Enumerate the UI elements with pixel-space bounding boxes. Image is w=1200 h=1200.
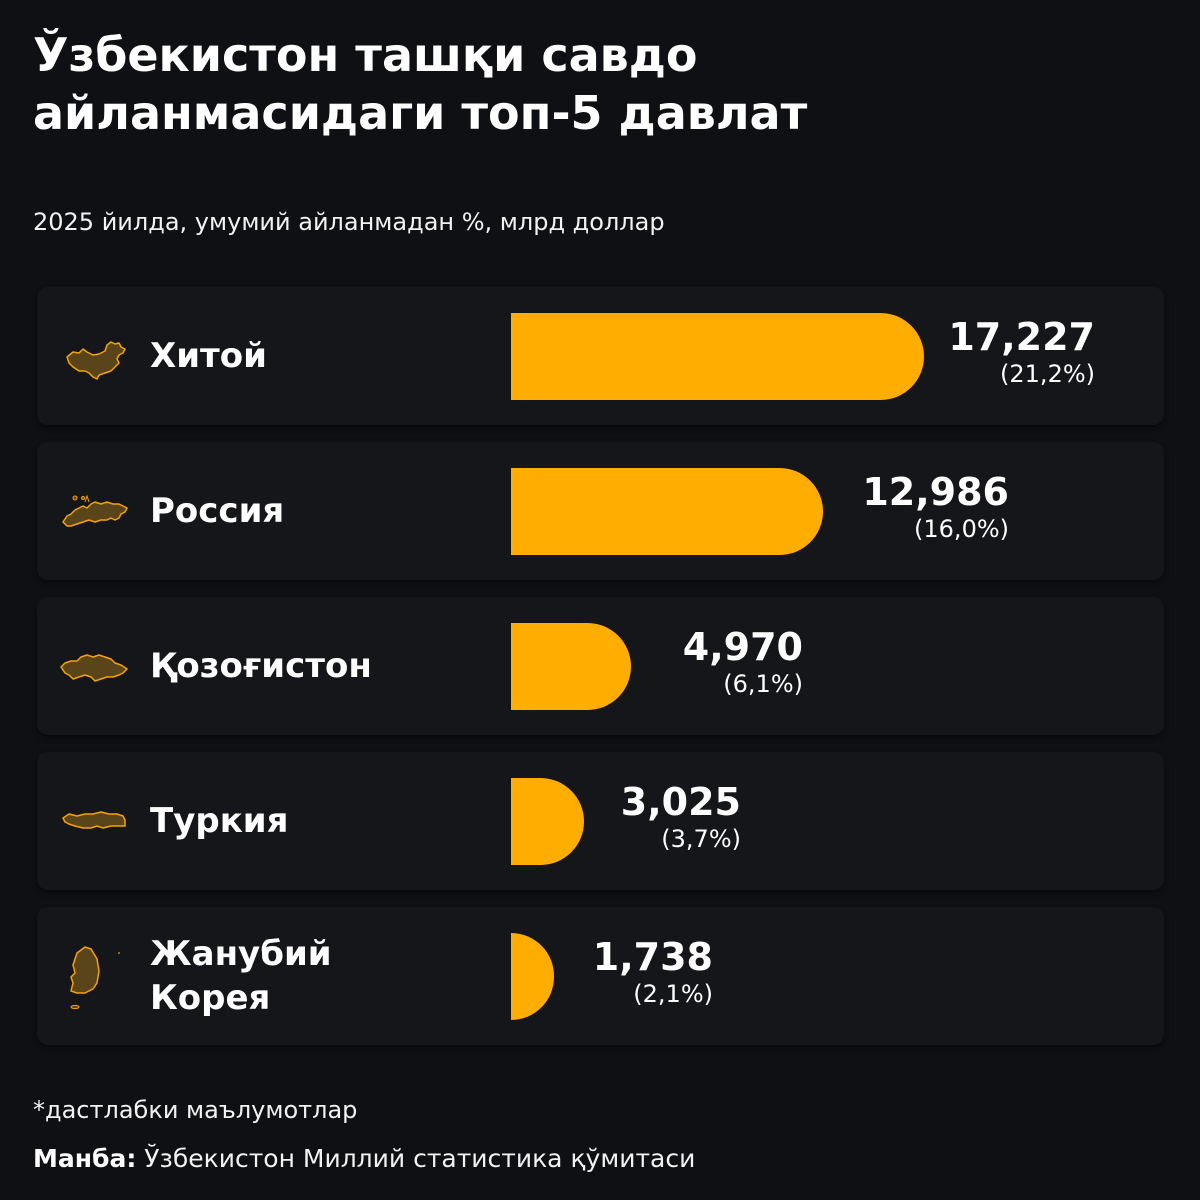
value-label-south-korea: 1,738 (2,1%) [577,935,713,1009]
kazakhstan-map-icon [57,635,133,697]
country-label-line-2: Корея [150,978,271,1018]
country-label: Хитой [150,336,267,376]
page-title: Ўзбекистон ташқи савдо айланмасидаги топ… [33,26,1033,142]
country-label: Қозоғистон [150,646,372,686]
russia-map-icon [57,480,133,542]
source-label: Манба: [33,1144,137,1173]
value-percent: (2,1%) [633,980,713,1008]
chart-row-china: Хитой 17,227 (21,2%) [37,287,1164,425]
bar-russia [511,468,823,555]
chart-row-south-korea: Жанубий Корея 1,738 (2,1%) [37,907,1164,1045]
value-label-kazakhstan: 4,970 (6,1%) [637,625,803,699]
turkey-map-icon [57,790,133,852]
value-label-china: 17,227 (21,2%) [917,315,1095,389]
value-number: 3,025 [620,780,741,824]
bar-china [511,313,924,400]
chart-subtitle: 2025 йилда, умумий айланмадан %, млрд до… [33,208,665,236]
bar-kazakhstan [511,623,631,710]
country-label-line-1: Жанубий [150,934,332,974]
country-label: Туркия [150,801,289,841]
country-label: Россия [150,491,285,531]
source-text: Ўзбекистон Миллий статистика қўмитаси [136,1144,696,1173]
value-percent: (3,7%) [661,825,741,853]
country-label: Жанубий Корея [150,907,332,1045]
value-label-turkey: 3,025 (3,7%) [597,780,741,854]
south-korea-map-icon [57,935,133,1019]
bar-south-korea [511,933,554,1020]
china-map-icon [57,325,133,387]
value-percent: (21,2%) [1000,360,1095,388]
value-percent: (16,0%) [914,515,1009,543]
source-line: Манба: Ўзбекистон Миллий статистика қўми… [33,1141,695,1177]
value-number: 4,970 [682,625,803,669]
chart-row-russia: Россия 12,986 (16,0%) [37,442,1164,580]
value-number: 1,738 [592,935,713,979]
chart-row-kazakhstan: Қозоғистон 4,970 (6,1%) [37,597,1164,735]
footnote: *дастлабки маълумотлар [33,1096,358,1124]
value-number: 17,227 [948,315,1095,359]
bar-turkey [511,778,584,865]
value-label-russia: 12,986 (16,0%) [817,470,1009,544]
value-percent: (6,1%) [723,670,803,698]
value-number: 12,986 [862,470,1009,514]
title-line-2: айланмасидаги топ-5 давлат [33,86,808,140]
chart-row-turkey: Туркия 3,025 (3,7%) [37,752,1164,890]
title-line-1: Ўзбекистон ташқи савдо [33,28,698,82]
